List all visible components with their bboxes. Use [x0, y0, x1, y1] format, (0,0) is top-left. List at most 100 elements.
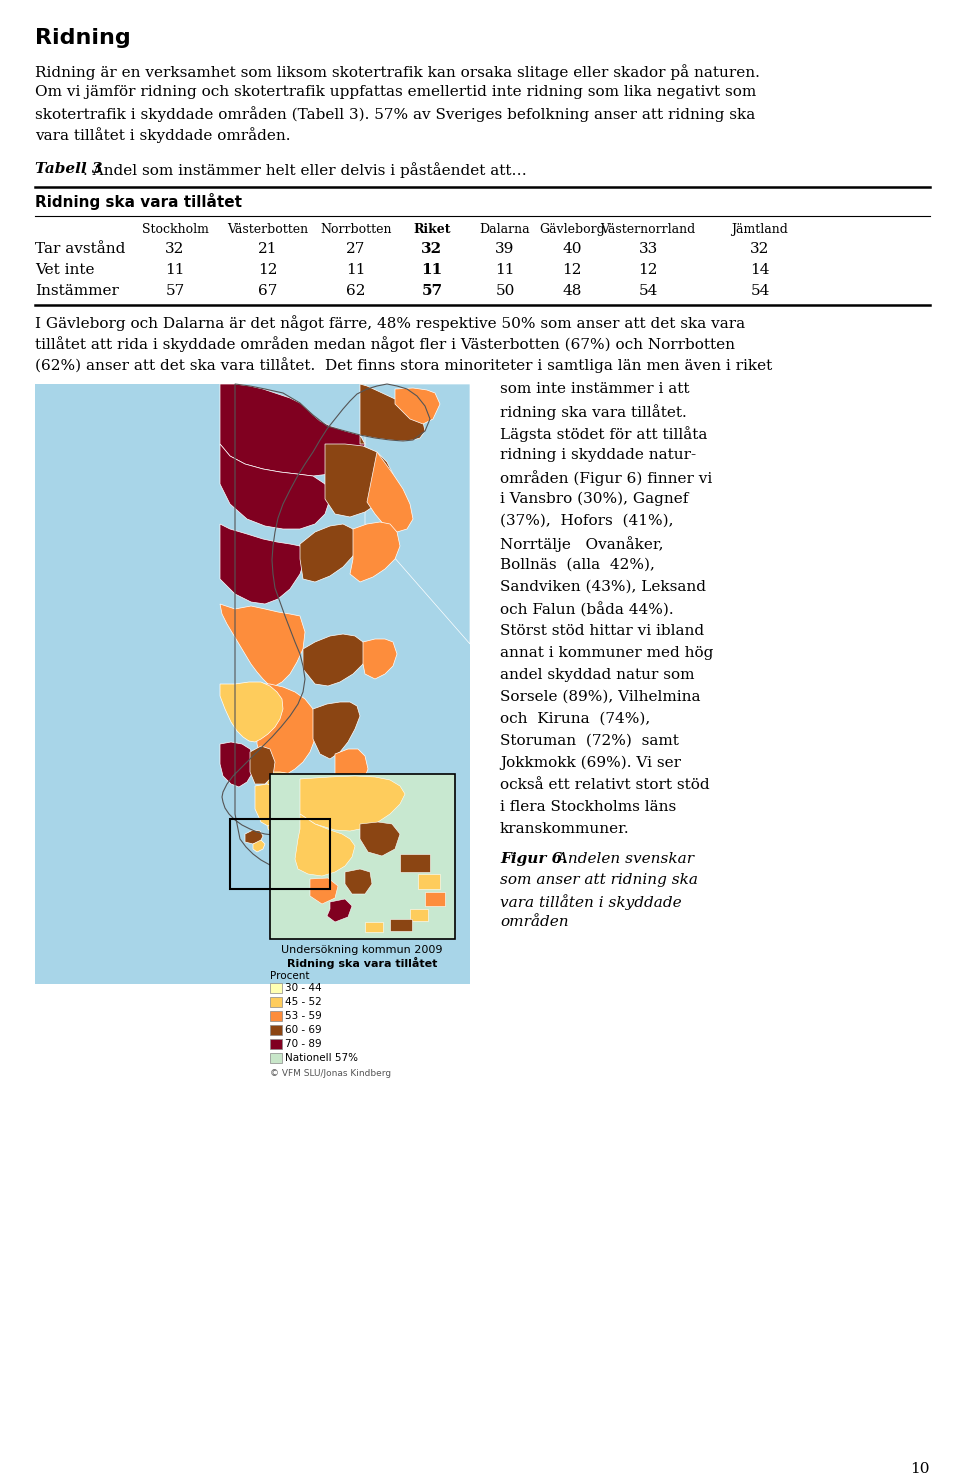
Text: vara tillåten i skyddade: vara tillåten i skyddade — [500, 894, 682, 910]
Text: andel skyddad natur som: andel skyddad natur som — [500, 667, 694, 682]
Text: Undersökning kommun 2009: Undersökning kommun 2009 — [281, 946, 443, 955]
Text: och Falun (båda 44%).: och Falun (båda 44%). — [500, 602, 674, 617]
Text: 11: 11 — [495, 263, 515, 277]
Polygon shape — [255, 784, 283, 826]
Text: 48: 48 — [563, 284, 582, 297]
Text: Ridning ska vara tillåtet: Ridning ska vara tillåtet — [35, 192, 242, 210]
Text: 10: 10 — [910, 1462, 930, 1476]
Text: som inte instämmer i att: som inte instämmer i att — [500, 382, 689, 397]
Text: Västernorrland: Västernorrland — [600, 223, 696, 235]
Text: Tabell 3: Tabell 3 — [35, 161, 103, 176]
Polygon shape — [295, 814, 355, 876]
Text: vara tillåtet i skyddade områden.: vara tillåtet i skyddade områden. — [35, 127, 291, 144]
Text: Norrtälje   Ovanåker,: Norrtälje Ovanåker, — [500, 536, 663, 552]
Polygon shape — [390, 919, 412, 931]
Text: 11: 11 — [421, 263, 443, 277]
Text: 67: 67 — [258, 284, 277, 297]
Polygon shape — [360, 821, 400, 855]
Text: 12: 12 — [638, 263, 658, 277]
Polygon shape — [410, 909, 428, 921]
Text: Vet inte: Vet inte — [35, 263, 94, 277]
Text: Stockholm: Stockholm — [141, 223, 208, 235]
Text: 60 - 69: 60 - 69 — [285, 1026, 322, 1035]
Polygon shape — [275, 852, 315, 887]
Polygon shape — [310, 878, 338, 904]
Text: 39: 39 — [495, 243, 515, 256]
Text: . Andel som instämmer helt eller delvis i påståendet att…: . Andel som instämmer helt eller delvis … — [83, 161, 527, 178]
Polygon shape — [335, 749, 368, 789]
Text: Riket: Riket — [413, 223, 451, 235]
FancyBboxPatch shape — [270, 983, 282, 993]
Polygon shape — [325, 444, 393, 517]
Polygon shape — [303, 633, 368, 687]
Polygon shape — [270, 774, 455, 938]
Text: Jämtland: Jämtland — [732, 223, 788, 235]
Text: Jokkmokk (69%). Vi ser: Jokkmokk (69%). Vi ser — [500, 756, 681, 771]
Text: Störst stöd hittar vi ibland: Störst stöd hittar vi ibland — [500, 625, 704, 638]
Text: skotertrafik i skyddade områden (Tabell 3). 57% av Sveriges befolkning anser att: skotertrafik i skyddade områden (Tabell … — [35, 107, 756, 121]
Polygon shape — [363, 639, 397, 679]
Polygon shape — [365, 922, 383, 932]
Text: 53 - 59: 53 - 59 — [285, 1011, 322, 1021]
Polygon shape — [395, 388, 440, 423]
Text: och  Kiruna  (74%),: och Kiruna (74%), — [500, 712, 650, 727]
Polygon shape — [220, 383, 365, 477]
Text: ridning ska vara tillåtet.: ridning ska vara tillåtet. — [500, 404, 686, 420]
Text: ridning i skyddade natur-: ridning i skyddade natur- — [500, 448, 696, 462]
Polygon shape — [220, 604, 305, 687]
Text: Procent: Procent — [270, 971, 309, 981]
Polygon shape — [253, 841, 265, 852]
Polygon shape — [367, 451, 413, 531]
Text: Bollnäs  (alla  42%),: Bollnäs (alla 42%), — [500, 558, 655, 571]
Text: © VFM SLU/Jonas Kindberg: © VFM SLU/Jonas Kindberg — [270, 1069, 391, 1077]
Polygon shape — [360, 383, 425, 444]
Text: Gävleborg: Gävleborg — [540, 223, 605, 235]
Polygon shape — [327, 898, 352, 922]
Polygon shape — [313, 702, 360, 759]
Text: 30 - 44: 30 - 44 — [285, 983, 322, 993]
Text: 11: 11 — [347, 263, 366, 277]
Text: Ridning ska vara tillåtet: Ridning ska vara tillåtet — [287, 958, 437, 969]
Text: 32: 32 — [421, 243, 443, 256]
Text: 54: 54 — [638, 284, 658, 297]
Polygon shape — [257, 684, 318, 776]
Text: Storuman  (72%)  samt: Storuman (72%) samt — [500, 734, 679, 747]
Polygon shape — [313, 813, 345, 850]
Text: (37%),  Hofors  (41%),: (37%), Hofors (41%), — [500, 514, 674, 528]
Polygon shape — [350, 522, 400, 582]
Text: Ridning: Ridning — [35, 28, 131, 47]
Text: Dalarna: Dalarna — [480, 223, 530, 235]
Polygon shape — [220, 524, 305, 604]
Text: 33: 33 — [638, 243, 658, 256]
Text: Figur 6.: Figur 6. — [500, 852, 567, 866]
Polygon shape — [418, 875, 440, 889]
Text: 27: 27 — [347, 243, 366, 256]
Text: I Gävleborg och Dalarna är det något färre, 48% respektive 50% som anser att det: I Gävleborg och Dalarna är det något fär… — [35, 315, 745, 332]
Text: annat i kommuner med hög: annat i kommuner med hög — [500, 645, 713, 660]
Text: kranskommuner.: kranskommuner. — [500, 821, 630, 836]
Text: Tar avstånd: Tar avstånd — [35, 243, 126, 256]
FancyBboxPatch shape — [270, 1039, 282, 1049]
Polygon shape — [300, 524, 357, 582]
Text: 32: 32 — [165, 243, 184, 256]
Text: 70 - 89: 70 - 89 — [285, 1039, 322, 1049]
Polygon shape — [220, 741, 255, 787]
Polygon shape — [267, 773, 313, 841]
Text: i flera Stockholms läns: i flera Stockholms läns — [500, 801, 676, 814]
Polygon shape — [220, 682, 283, 741]
Text: Norrbotten: Norrbotten — [321, 223, 392, 235]
Text: 12: 12 — [563, 263, 582, 277]
FancyBboxPatch shape — [270, 1052, 282, 1063]
Text: (62%) anser att det ska vara tillåtet.  Det finns stora minoriteter i samtliga l: (62%) anser att det ska vara tillåtet. D… — [35, 357, 772, 373]
Text: 45 - 52: 45 - 52 — [285, 998, 322, 1006]
Polygon shape — [220, 444, 330, 528]
Text: 57: 57 — [421, 284, 443, 297]
Polygon shape — [365, 383, 470, 644]
Polygon shape — [250, 746, 275, 784]
Text: 12: 12 — [258, 263, 277, 277]
Text: områden: områden — [500, 915, 568, 929]
Text: 14: 14 — [751, 263, 770, 277]
Text: 11: 11 — [165, 263, 184, 277]
FancyBboxPatch shape — [270, 1026, 282, 1035]
Text: 62: 62 — [347, 284, 366, 297]
